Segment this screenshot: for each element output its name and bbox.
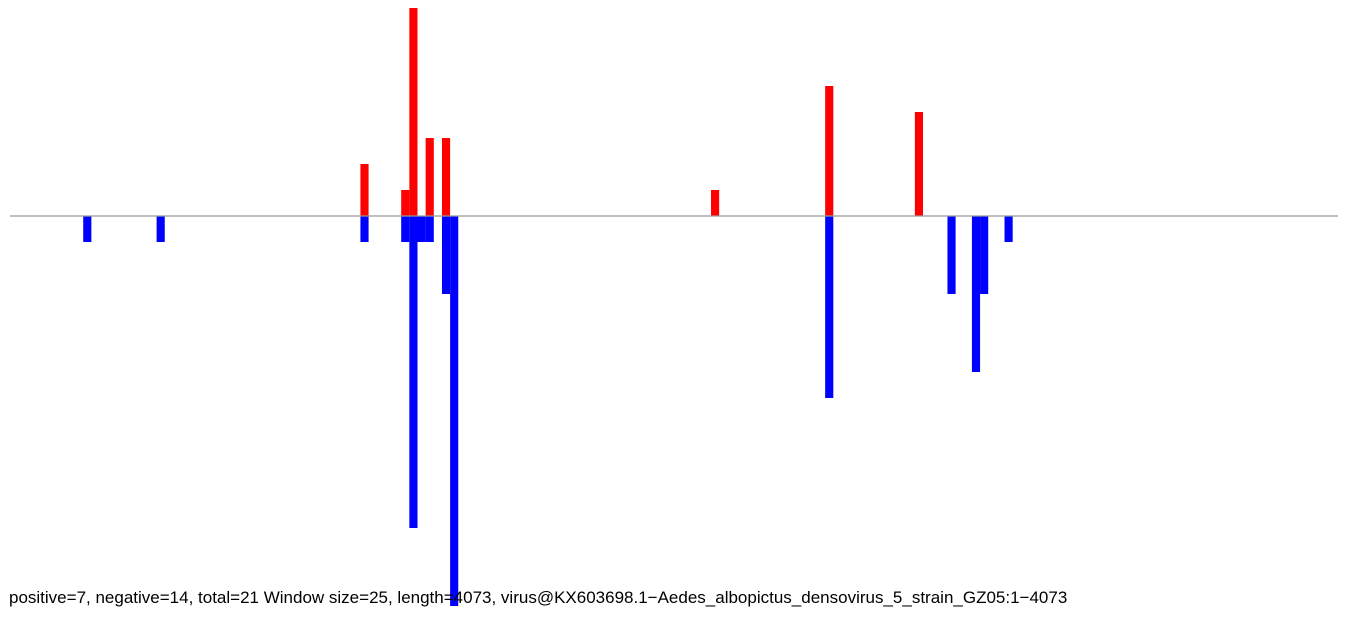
positive-bar-3 [425, 138, 434, 216]
positive-bar-5 [711, 190, 720, 216]
negative-bar-11 [971, 216, 981, 372]
positive-bar-1 [401, 190, 410, 216]
positive-bar-0 [360, 164, 369, 216]
positive-bar-2 [409, 8, 418, 216]
negative-bar-10 [947, 216, 956, 294]
negative-bar-1 [156, 216, 165, 242]
negative-bar-13 [1004, 216, 1013, 242]
negative-bar-3 [401, 216, 410, 242]
positive-bar-7 [914, 112, 923, 216]
negative-bar-0 [83, 216, 92, 242]
positive-bar-6 [825, 86, 834, 216]
bars-layer [83, 8, 1013, 606]
negative-bar-7 [441, 216, 451, 294]
positive-bar-4 [441, 138, 451, 216]
negative-bar-5 [417, 216, 426, 242]
negative-bar-8 [450, 216, 459, 606]
negative-bar-12 [980, 216, 989, 294]
negative-bar-2 [360, 216, 369, 242]
negative-bar-4 [409, 216, 418, 528]
negative-bar-9 [825, 216, 834, 398]
negative-bar-6 [425, 216, 434, 242]
chart-caption: positive=7, negative=14, total=21 Window… [9, 588, 1068, 607]
